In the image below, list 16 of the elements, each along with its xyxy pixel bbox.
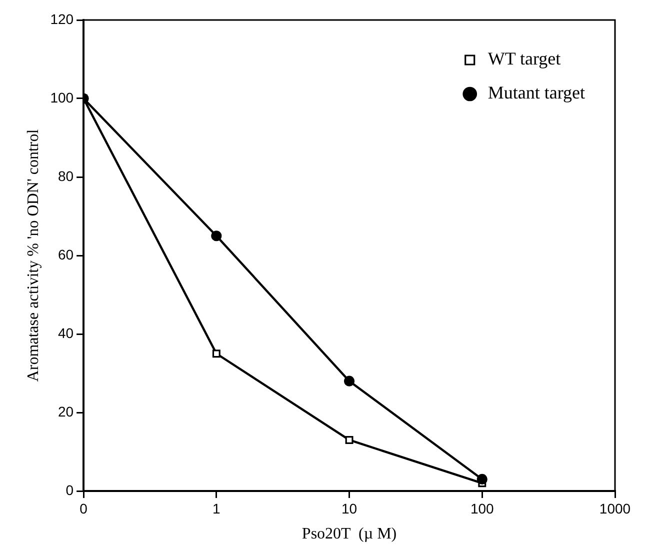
y-tick-label: 20	[58, 403, 74, 420]
y-tick-label: 40	[58, 324, 74, 341]
x-tick-label: 0	[80, 500, 88, 516]
y-tick-label: 80	[58, 168, 74, 184]
x-tick-label: 10	[341, 500, 358, 516]
y-axis-title: Aromatase activity % 'no ODN' control	[24, 128, 42, 382]
legend-label: WT target	[488, 48, 561, 69]
y-tick-label: 0	[66, 482, 74, 498]
y-tick-label: 120	[50, 10, 74, 27]
x-axis-title: Pso20T (µ M)	[302, 526, 397, 543]
y-tick-label: 60	[58, 246, 74, 262]
x-tick-label: 1	[212, 500, 221, 516]
x-tick-label: 1000	[599, 500, 631, 516]
x-tick-label: 100	[470, 500, 494, 516]
y-tick-label: 100	[50, 89, 74, 106]
legend-label: Mutant target	[488, 82, 586, 103]
